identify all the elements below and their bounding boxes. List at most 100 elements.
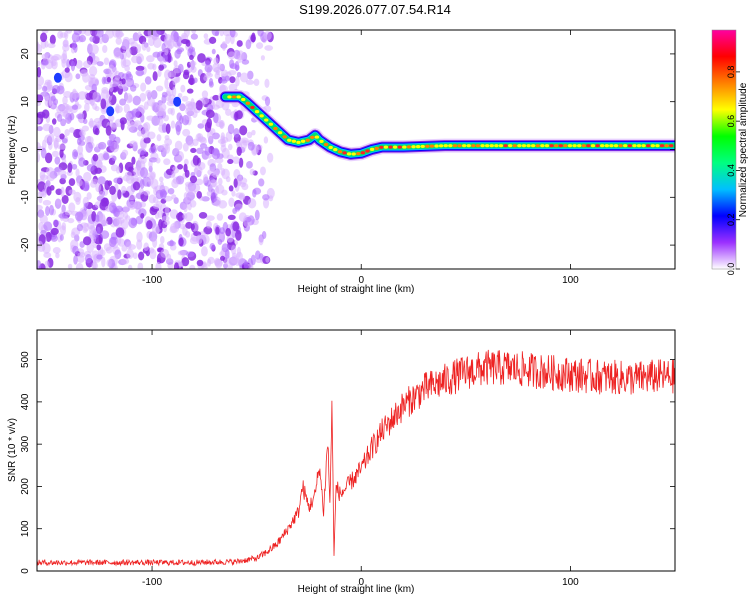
heatmap-cell	[59, 133, 65, 140]
heatmap-cell	[66, 58, 71, 69]
y-tick-label: 0	[20, 568, 31, 574]
ridge-core	[342, 151, 347, 155]
heatmap-cell	[126, 119, 135, 127]
heatmap-cell	[262, 197, 270, 209]
heatmap-cell	[103, 152, 110, 161]
heatmap-cell	[111, 155, 117, 162]
heatmap-cell	[228, 185, 234, 192]
heatmap-cell	[98, 38, 103, 44]
heatmap-cell	[246, 160, 253, 169]
heatmap-cell	[171, 170, 176, 178]
ridge-core	[544, 144, 550, 148]
heatmap-cell	[37, 152, 41, 163]
heatmap-cell	[232, 221, 240, 232]
ridge-core	[521, 144, 527, 148]
heatmap-cell	[243, 260, 249, 269]
ridge-core	[650, 144, 656, 148]
ridge-core	[259, 114, 264, 118]
ridge-core	[604, 144, 610, 148]
heatmap-cell	[61, 137, 68, 144]
heatmap-cell	[235, 230, 242, 241]
heatmap-cell	[97, 153, 105, 162]
ridge-core	[406, 145, 412, 149]
heatmap-cell	[106, 106, 115, 117]
heatmap-cell	[52, 247, 61, 254]
heatmap-cell	[231, 190, 236, 197]
heatmap-cell	[92, 259, 97, 269]
ridge-core	[632, 144, 637, 148]
heatmap-cell	[90, 77, 99, 86]
heatmap-cell	[256, 42, 264, 50]
heatmap-cell	[37, 204, 43, 211]
heatmap-cell	[76, 223, 84, 232]
heatmap-cell	[235, 110, 243, 120]
heatmap-cell	[250, 254, 256, 266]
heatmap-cell	[86, 164, 95, 172]
heatmap-cell	[40, 60, 49, 66]
heatmap-cell	[191, 30, 197, 35]
heatmap-cell	[68, 202, 76, 213]
heatmap-cell	[94, 127, 100, 136]
ridge-core	[402, 145, 407, 149]
ridge-core	[268, 122, 274, 126]
heatmap-cell	[189, 54, 194, 61]
heatmap-cell	[216, 213, 224, 221]
heatmap-cell	[227, 123, 235, 135]
heatmap-cell	[61, 204, 66, 213]
colorbar: 0.0 0.2 0.4 0.6 0.8 Normalized spectral ampl…	[711, 29, 749, 275]
colorbar-gradient	[711, 29, 737, 270]
y-tick-label: -10	[20, 190, 31, 205]
heatmap-cell	[60, 225, 66, 236]
heatmap-cell	[146, 220, 153, 230]
heatmap-cell	[152, 63, 157, 71]
heatmap-cell	[115, 37, 122, 45]
heatmap-cell	[146, 115, 155, 121]
heatmap-cell	[71, 163, 78, 170]
heatmap-cell	[167, 43, 173, 50]
heatmap-cell	[105, 205, 113, 212]
heatmap-cell	[124, 161, 134, 172]
heatmap-cell	[217, 63, 223, 71]
heatmap-cell	[212, 94, 220, 101]
heatmap-cell	[37, 60, 41, 67]
heatmap-cell	[177, 250, 186, 256]
ridge-core	[291, 139, 297, 143]
heatmap-cell	[211, 48, 216, 55]
heatmap-cell	[50, 227, 59, 235]
heatmap-cell	[121, 149, 129, 157]
heatmap-cell	[72, 245, 79, 255]
heatmap-cell	[247, 141, 255, 151]
heatmap-cell	[220, 135, 226, 145]
ridge-core	[360, 151, 366, 155]
heatmap-cell	[152, 71, 158, 82]
heatmap-cell	[75, 73, 81, 80]
heatmap-cell	[189, 74, 194, 86]
heatmap-cell	[131, 108, 141, 118]
heatmap-cell	[169, 225, 178, 234]
ridge-core	[264, 118, 269, 122]
heatmap-cell	[43, 221, 53, 232]
heatmap-cell	[233, 128, 240, 138]
ridge-core	[333, 147, 338, 152]
heatmap-cell	[53, 139, 59, 150]
ridge-core	[618, 144, 623, 148]
heatmap-cell	[47, 42, 56, 49]
heatmap-cell	[140, 212, 145, 219]
ridge-core	[287, 138, 292, 142]
heatmap-cell	[114, 249, 122, 260]
heatmap-cell	[108, 64, 115, 75]
heatmap-cell	[100, 215, 106, 226]
heatmap-cell	[245, 79, 255, 85]
heatmap-cell	[157, 68, 162, 78]
heatmap-cell	[37, 75, 45, 86]
snr-series	[37, 349, 675, 567]
heatmap-cell	[71, 104, 79, 110]
heatmap-cell	[219, 227, 225, 235]
heatmap-cell	[141, 41, 147, 51]
ridge-core	[452, 144, 458, 148]
heatmap-cell	[181, 257, 190, 267]
heatmap-cell	[238, 212, 247, 222]
heatmap-cell	[184, 212, 194, 222]
heatmap-cell	[163, 158, 171, 166]
heatmap-cell	[135, 53, 144, 63]
